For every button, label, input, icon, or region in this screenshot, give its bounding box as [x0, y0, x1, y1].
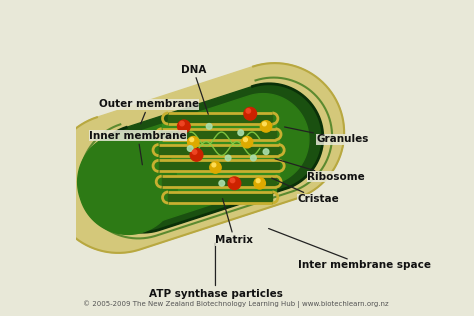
Circle shape [210, 162, 221, 173]
Polygon shape [103, 94, 309, 222]
Circle shape [244, 107, 256, 120]
Text: Granules: Granules [284, 127, 369, 144]
Text: Inter membrane space: Inter membrane space [269, 228, 430, 270]
Circle shape [228, 177, 241, 190]
Circle shape [187, 146, 193, 151]
Circle shape [263, 149, 269, 155]
Circle shape [263, 122, 266, 126]
Text: © 2005-2009 The New Zealand Biotechnology Learning Hub | www.biotechlearn.org.nz: © 2005-2009 The New Zealand Biotechnolog… [83, 301, 388, 308]
Text: DNA: DNA [181, 64, 208, 114]
Circle shape [241, 137, 253, 148]
Circle shape [254, 178, 265, 189]
Circle shape [230, 178, 235, 183]
Circle shape [260, 121, 272, 132]
Circle shape [256, 179, 260, 183]
Circle shape [178, 120, 190, 133]
Circle shape [190, 138, 194, 142]
Circle shape [244, 138, 247, 142]
Circle shape [190, 149, 203, 161]
Text: ATP synthase particles: ATP synthase particles [148, 243, 283, 299]
Polygon shape [49, 63, 344, 253]
Polygon shape [89, 84, 323, 232]
Circle shape [238, 130, 244, 136]
Circle shape [212, 163, 216, 167]
Circle shape [246, 109, 251, 113]
Circle shape [225, 155, 231, 161]
Circle shape [188, 137, 199, 148]
Circle shape [251, 155, 256, 161]
Circle shape [206, 124, 212, 129]
Text: Cristae: Cristae [272, 178, 339, 204]
Circle shape [219, 180, 225, 186]
Polygon shape [78, 133, 177, 234]
Text: Inner membrane: Inner membrane [89, 131, 187, 165]
Circle shape [192, 150, 197, 154]
Text: Matrix: Matrix [215, 198, 254, 245]
Circle shape [180, 121, 184, 126]
Text: Ribosome: Ribosome [275, 159, 365, 182]
Text: Outer membrane: Outer membrane [99, 99, 199, 124]
